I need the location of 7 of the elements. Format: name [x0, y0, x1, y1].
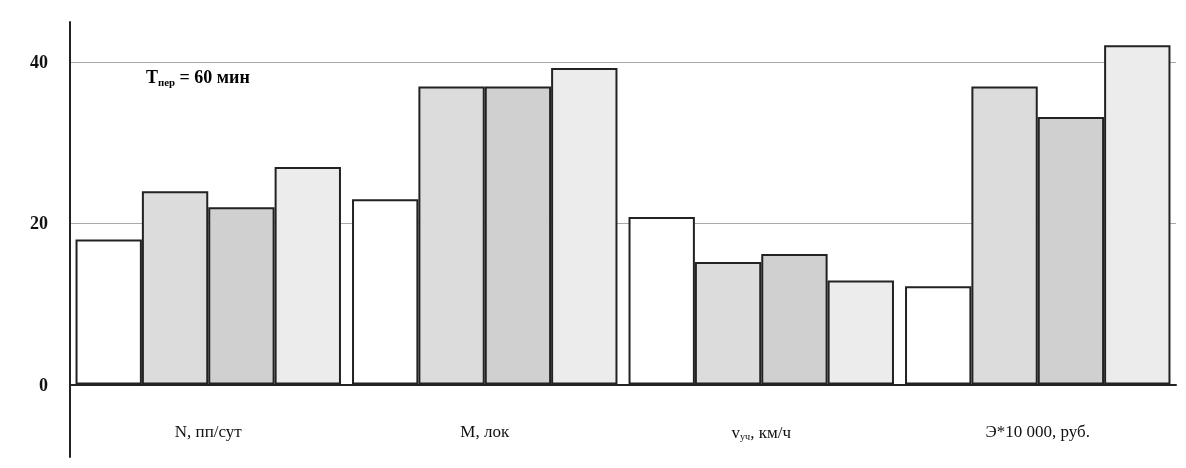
- y-tick-label: 20: [30, 213, 48, 234]
- x-tick-label: Э*10 000, руб.: [985, 422, 1090, 441]
- x-tick-label: vуч, км/ч: [731, 422, 792, 442]
- x-tick-label: М, лок: [460, 422, 510, 441]
- y-tick-label: 0: [39, 374, 48, 395]
- x-tick-label: N, пп/сут: [174, 422, 243, 441]
- y-tick-label: 40: [30, 52, 48, 73]
